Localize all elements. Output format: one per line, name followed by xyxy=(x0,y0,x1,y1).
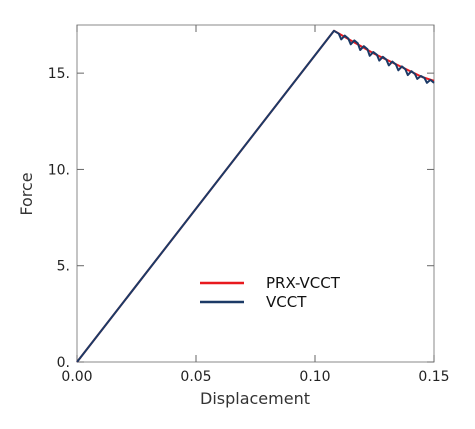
x-tick-label: 0.00 xyxy=(61,369,92,385)
x-axis-title: Displacement xyxy=(200,389,310,408)
series-lines xyxy=(76,29,435,363)
series-line-vcct xyxy=(76,29,435,363)
axis-tick-labels: 0.00 0.05 0.10 0.15 0. 5. 10. 15. xyxy=(48,66,450,385)
y-tick-label: 5. xyxy=(57,259,70,275)
x-tick-label: 0.05 xyxy=(180,369,211,385)
x-tick-label: 0.10 xyxy=(299,369,330,385)
series-line-prx-vcct xyxy=(76,29,435,363)
y-tick-label: 15. xyxy=(48,66,70,82)
legend-label: VCCT xyxy=(266,293,307,311)
y-axis-title: Force xyxy=(17,172,36,215)
plot-frame xyxy=(76,24,435,363)
y-tick-label: 0. xyxy=(57,355,70,371)
x-tick-label: 0.15 xyxy=(418,369,449,385)
legend-label: PRX-VCCT xyxy=(266,274,341,292)
axis-ticks xyxy=(76,25,435,363)
y-tick-label: 10. xyxy=(48,162,70,178)
